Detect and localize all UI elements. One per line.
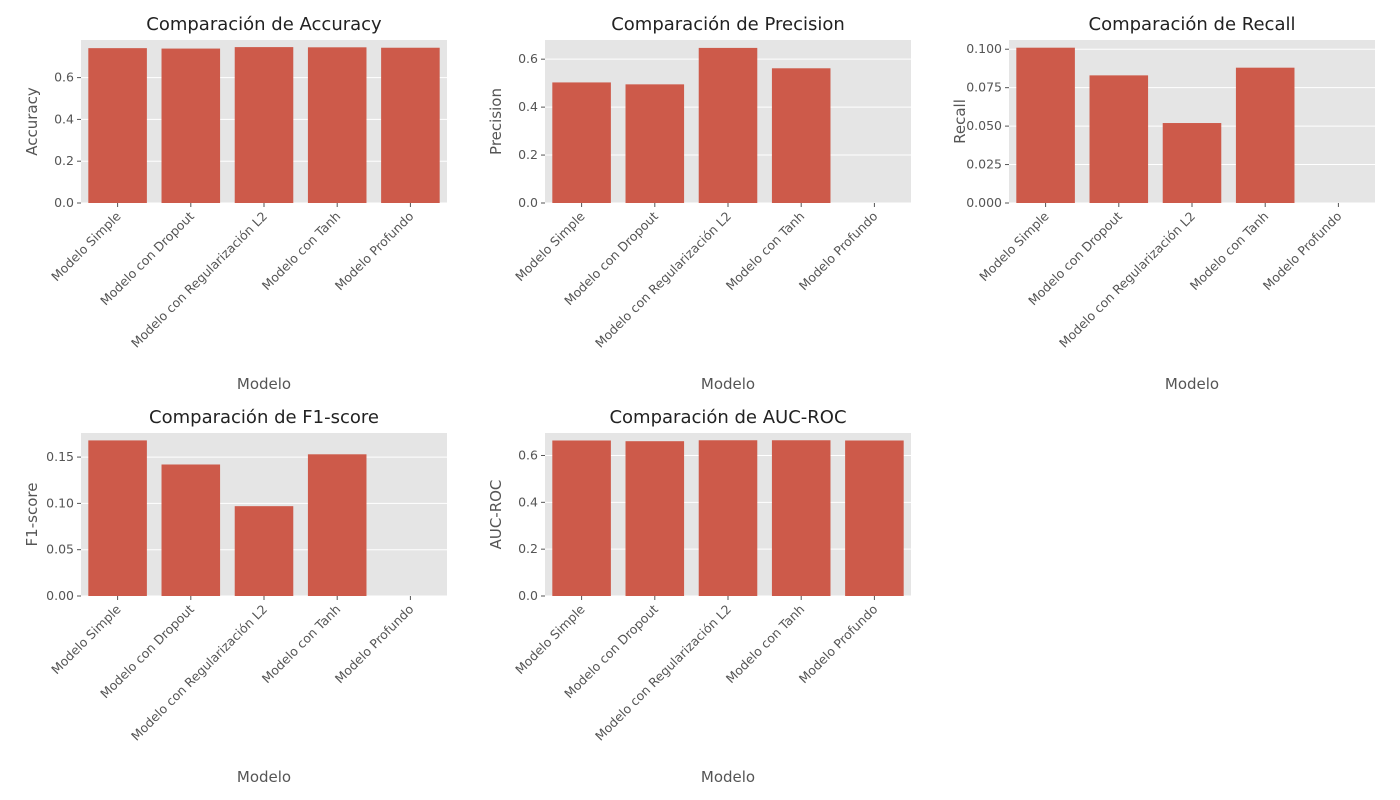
bar (552, 82, 611, 203)
bar (381, 47, 440, 203)
x-axis-label: Modelo (237, 375, 291, 393)
x-axis-label: Modelo (701, 375, 755, 393)
y-tick-label: 0.4 (518, 99, 538, 114)
y-tick-label: 0.0 (518, 195, 538, 210)
y-tick-label: 0.2 (518, 541, 538, 556)
y-tick-label: 0.2 (54, 153, 74, 168)
y-tick-label: 0.0 (518, 588, 538, 603)
chart-title: Comparación de Recall (1089, 14, 1296, 35)
x-tick-label: Modelo con Regularización L2 (592, 209, 734, 351)
chart-title: Comparación de F1-score (149, 407, 379, 428)
y-tick-label: 0.10 (46, 495, 74, 510)
x-tick-label: Modelo con Regularización L2 (128, 209, 270, 351)
x-tick-label: Modelo Profundo (796, 602, 881, 687)
x-tick-label: Modelo Profundo (332, 602, 417, 687)
y-tick-label: 0.15 (46, 449, 74, 464)
y-tick-label: 0.6 (518, 447, 538, 462)
y-axis-label: Recall (951, 99, 969, 144)
y-axis-label: F1-score (23, 483, 41, 547)
bar (625, 441, 685, 596)
y-tick-label: 0.025 (966, 157, 1002, 172)
x-axis-label: Modelo (1165, 375, 1219, 393)
bar (307, 47, 367, 203)
bar (1089, 75, 1149, 203)
y-tick-label: 0.000 (966, 195, 1002, 210)
y-axis-label: AUC-ROC (487, 480, 505, 550)
bar (625, 84, 685, 203)
y-tick-label: 0.050 (966, 118, 1002, 133)
bar (161, 464, 221, 596)
bar (1235, 67, 1295, 203)
x-tick-label: Modelo con Regularización L2 (1056, 209, 1198, 351)
x-tick-label: Modelo con Regularización L2 (128, 602, 270, 744)
y-tick-label: 0.00 (46, 588, 74, 603)
x-tick-label: Modelo Simple (512, 601, 588, 677)
chart-title: Comparación de Accuracy (146, 14, 382, 35)
x-axis-label: Modelo (237, 768, 291, 786)
x-tick-label: Modelo con Tanh (1187, 209, 1272, 294)
x-axis-label: Modelo (701, 768, 755, 786)
x-tick-label: Modelo Simple (48, 208, 124, 284)
bar (234, 506, 294, 596)
x-tick-label: Modelo Simple (48, 601, 124, 677)
chart-title: Comparación de AUC-ROC (609, 407, 846, 428)
bar (88, 48, 147, 204)
bar (552, 440, 611, 596)
x-tick-label: Modelo con Tanh (259, 602, 344, 687)
y-tick-label: 0.6 (518, 51, 538, 66)
bar (1162, 123, 1222, 203)
x-tick-label: Modelo Profundo (796, 209, 881, 294)
bar (698, 440, 758, 596)
x-tick-label: Modelo con Tanh (723, 602, 808, 687)
bar (1016, 47, 1075, 204)
chart-title: Comparación de Precision (611, 14, 845, 35)
y-axis-label: Accuracy (23, 87, 41, 156)
bar (845, 440, 904, 596)
y-tick-label: 0.0 (54, 195, 74, 210)
x-tick-label: Modelo Simple (976, 208, 1052, 284)
bar (771, 440, 831, 596)
y-axis-label: Precision (487, 88, 505, 155)
bar (698, 47, 758, 203)
bar (161, 48, 221, 203)
y-tick-label: 0.4 (518, 494, 538, 509)
bar (234, 47, 294, 203)
bar (88, 440, 147, 596)
x-tick-label: Modelo con Tanh (259, 209, 344, 294)
y-tick-label: 0.4 (54, 111, 74, 126)
y-tick-label: 0.2 (518, 147, 538, 162)
y-tick-label: 0.100 (966, 41, 1002, 56)
x-tick-label: Modelo con Tanh (723, 209, 808, 294)
y-tick-label: 0.05 (46, 542, 74, 557)
x-tick-label: Modelo con Regularización L2 (592, 602, 734, 744)
y-tick-label: 0.075 (966, 80, 1002, 95)
y-tick-label: 0.6 (54, 70, 74, 85)
x-tick-label: Modelo Simple (512, 208, 588, 284)
bar (307, 454, 367, 596)
bar (771, 68, 831, 203)
x-tick-label: Modelo Profundo (1260, 209, 1345, 294)
x-tick-label: Modelo Profundo (332, 209, 417, 294)
